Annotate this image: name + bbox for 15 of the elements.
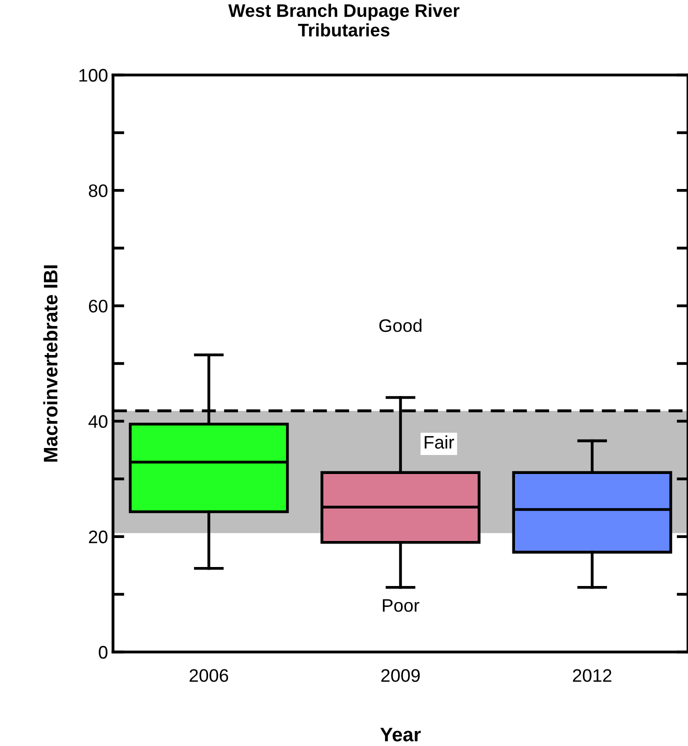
x-axis-title: Year: [380, 728, 421, 742]
y-tick-label: 100: [79, 68, 108, 82]
x-tick-label: 2009: [381, 669, 420, 682]
x-tick-label: 2006: [190, 669, 228, 682]
y-tick-label: 60: [88, 300, 108, 313]
y-tick-label: 80: [88, 184, 108, 198]
band-label: Fair: [424, 435, 454, 449]
annotation: Good: [379, 318, 422, 332]
annotation: Poor: [382, 599, 420, 612]
y-tick-label: 20: [88, 530, 108, 544]
chart-title: West Branch Dupage River Tributaries: [228, 4, 460, 37]
x-tick-label: 2012: [572, 669, 612, 682]
y-tick-label: 0: [98, 646, 108, 659]
y-tick-label: 40: [88, 415, 108, 428]
y-axis-title: Macroinvertebrate IBI: [43, 265, 58, 462]
